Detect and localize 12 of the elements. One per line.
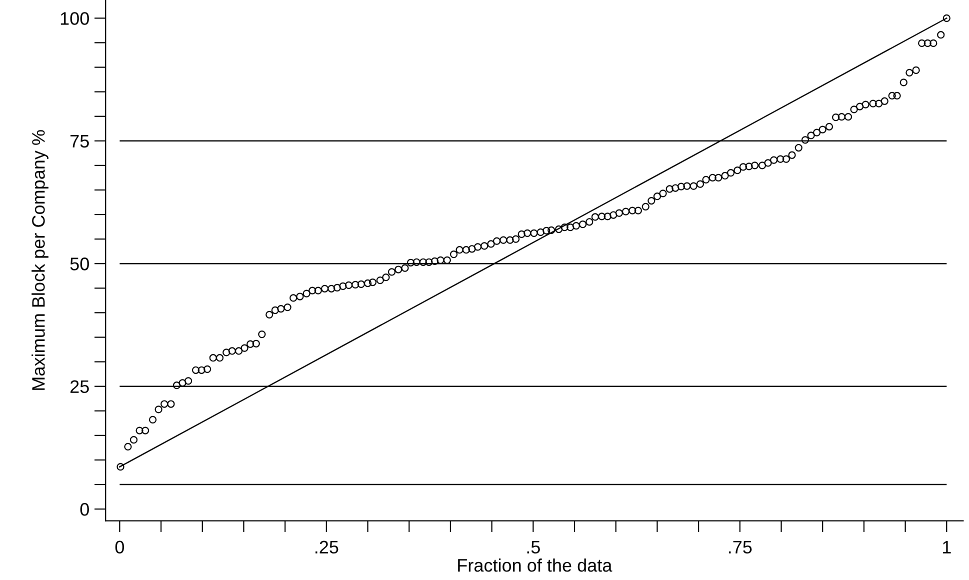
x-tick-label: 0: [115, 540, 124, 554]
y-tick-label: 25: [70, 380, 89, 394]
x-tick-label: .5: [527, 540, 540, 554]
y-tick-label: 50: [70, 258, 89, 270]
x-tick-label: 1: [943, 540, 951, 554]
x-axis-title: Fraction of the data: [458, 558, 612, 572]
y-tick-label: 0: [80, 502, 89, 516]
x-tick-label: .25: [316, 540, 338, 554]
y-tick-label: 75: [70, 135, 89, 148]
y-tick-label: 100: [60, 12, 89, 25]
x-tick-label: .75: [729, 540, 752, 554]
y-axis-title: Maximum Block per Company %: [32, 130, 48, 390]
